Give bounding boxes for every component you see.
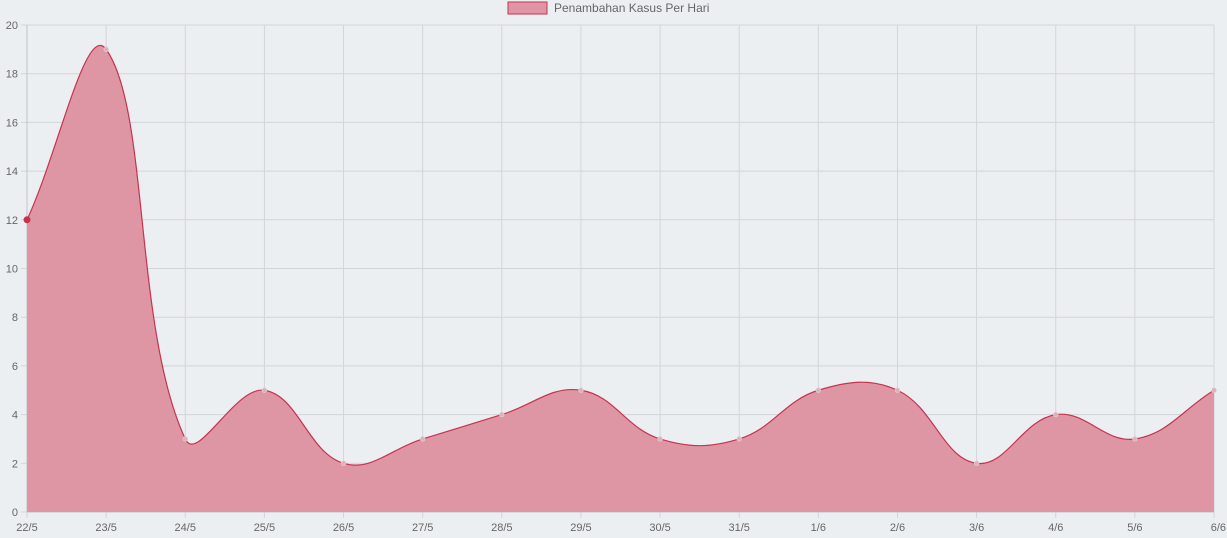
series-area xyxy=(26,45,1215,513)
data-point[interactable] xyxy=(182,436,188,442)
x-tick-label: 31/5 xyxy=(728,522,749,534)
data-point[interactable] xyxy=(499,411,505,418)
x-tick-label: 26/5 xyxy=(333,522,354,534)
legend-swatch[interactable] xyxy=(507,1,548,15)
series-area-fill xyxy=(27,45,1214,513)
x-tick-label: 30/5 xyxy=(649,522,670,534)
data-point[interactable] xyxy=(419,436,426,442)
y-tick-label: 10 xyxy=(6,264,18,276)
y-tick-label: 18 xyxy=(6,69,18,81)
y-tick-label: 16 xyxy=(6,117,18,129)
data-point[interactable] xyxy=(1211,387,1217,393)
x-tick-label: 4/6 xyxy=(1048,522,1063,534)
y-tick-label: 2 xyxy=(12,458,18,470)
data-point[interactable] xyxy=(1053,411,1059,418)
x-tick-label: 25/5 xyxy=(254,522,275,534)
y-tick-label: 0 xyxy=(12,507,18,519)
data-point[interactable] xyxy=(261,387,268,393)
x-tick-label: 27/5 xyxy=(412,522,433,534)
x-tick-label: 1/6 xyxy=(811,522,826,534)
x-tick-label: 24/5 xyxy=(175,522,196,534)
y-tick-label: 14 xyxy=(6,166,18,178)
y-axis-ticks: 0 2 4 6 8 10 12 14 16 18 20 xyxy=(6,20,18,519)
y-tick-label: 12 xyxy=(6,215,18,227)
x-axis-ticks: 22/5 23/5 24/5 25/5 26/5 27/5 28/5 29/5 30/5 31/5… xyxy=(16,522,1226,534)
x-tick-label: 28/5 xyxy=(491,522,512,534)
x-tick-label: 6/6 xyxy=(1211,522,1226,534)
data-point[interactable] xyxy=(578,387,584,393)
y-tick-label: 8 xyxy=(12,312,18,324)
legend[interactable]: Penambahan Kasus Per Hari xyxy=(507,1,709,15)
data-point[interactable] xyxy=(736,436,742,442)
data-point[interactable] xyxy=(657,436,663,442)
data-point[interactable] xyxy=(894,387,901,393)
data-points xyxy=(23,46,1217,466)
data-point[interactable] xyxy=(23,216,31,224)
y-tick-label: 6 xyxy=(12,361,18,373)
data-point[interactable] xyxy=(103,46,109,53)
x-tick-label: 29/5 xyxy=(570,522,591,534)
data-point[interactable] xyxy=(1132,436,1138,442)
x-tick-label: 22/5 xyxy=(16,522,37,534)
y-tick-label: 4 xyxy=(12,410,18,422)
x-tick-label: 5/6 xyxy=(1127,522,1142,534)
x-tick-label: 2/6 xyxy=(890,522,905,534)
series-line xyxy=(26,45,1215,466)
x-tick-label: 23/5 xyxy=(95,522,116,534)
data-point[interactable] xyxy=(340,460,347,466)
data-point[interactable] xyxy=(973,460,980,466)
data-point[interactable] xyxy=(815,387,822,393)
legend-label[interactable]: Penambahan Kasus Per Hari xyxy=(554,1,709,15)
x-tick-label: 3/6 xyxy=(969,522,984,534)
y-tick-label: 20 xyxy=(6,20,18,32)
